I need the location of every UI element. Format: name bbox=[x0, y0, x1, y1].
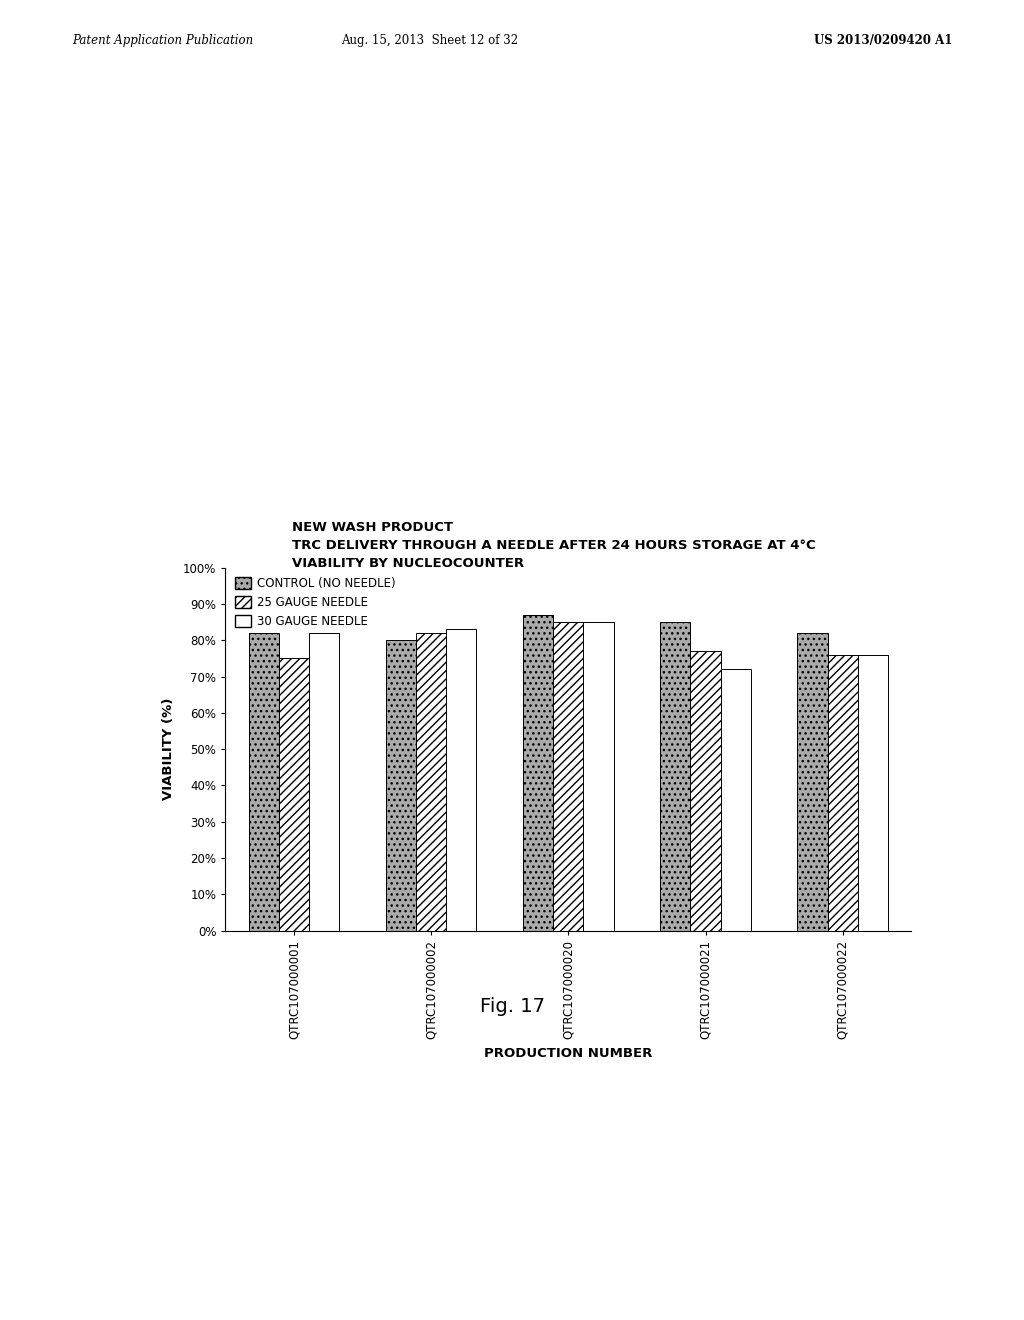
Text: US 2013/0209420 A1: US 2013/0209420 A1 bbox=[814, 34, 952, 48]
Bar bbox=[416, 632, 446, 931]
Text: Patent Application Publication: Patent Application Publication bbox=[72, 34, 253, 48]
Bar bbox=[523, 615, 553, 931]
Text: NEW WASH PRODUCT
TRC DELIVERY THROUGH A NEEDLE AFTER 24 HOURS STORAGE AT 4°C
VIA: NEW WASH PRODUCT TRC DELIVERY THROUGH A … bbox=[292, 521, 815, 570]
Bar bbox=[858, 655, 888, 931]
Bar bbox=[386, 640, 416, 931]
Text: Fig. 17: Fig. 17 bbox=[479, 997, 545, 1015]
Bar bbox=[798, 632, 827, 931]
Bar bbox=[249, 632, 279, 931]
Bar bbox=[827, 655, 858, 931]
Bar bbox=[553, 622, 584, 931]
Bar bbox=[309, 632, 339, 931]
Legend: CONTROL (NO NEEDLE), 25 GAUGE NEEDLE, 30 GAUGE NEEDLE: CONTROL (NO NEEDLE), 25 GAUGE NEEDLE, 30… bbox=[231, 573, 399, 631]
Bar bbox=[721, 669, 751, 931]
X-axis label: PRODUCTION NUMBER: PRODUCTION NUMBER bbox=[484, 1047, 652, 1060]
Y-axis label: VIABILITY (%): VIABILITY (%) bbox=[162, 698, 174, 800]
Bar bbox=[279, 659, 309, 931]
Bar bbox=[584, 622, 613, 931]
Bar bbox=[690, 651, 721, 931]
Text: Aug. 15, 2013  Sheet 12 of 32: Aug. 15, 2013 Sheet 12 of 32 bbox=[342, 34, 518, 48]
Bar bbox=[660, 622, 690, 931]
Bar bbox=[446, 630, 476, 931]
